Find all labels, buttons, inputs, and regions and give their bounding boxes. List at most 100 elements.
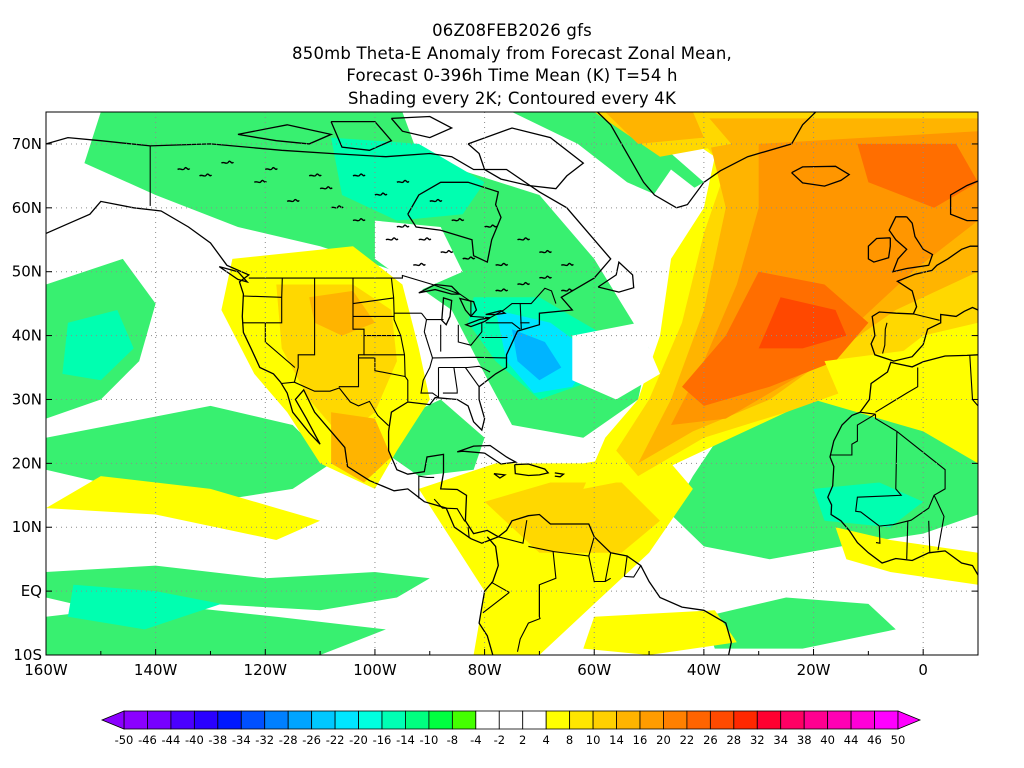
coastline bbox=[218, 265, 250, 284]
coastline bbox=[493, 472, 507, 479]
anomaly-region-cold_light bbox=[62, 310, 134, 381]
contour-fragment bbox=[539, 249, 552, 254]
colorbar-label: 44 bbox=[844, 733, 859, 747]
coastline bbox=[407, 181, 502, 264]
coastline bbox=[870, 245, 978, 362]
coastline bbox=[514, 463, 550, 477]
political-border bbox=[420, 312, 439, 398]
colorbar-label: -4 bbox=[470, 733, 481, 747]
political-border bbox=[623, 555, 628, 577]
coastline bbox=[390, 115, 454, 139]
political-border bbox=[624, 565, 642, 578]
colorbar-label: 34 bbox=[773, 733, 788, 747]
coastline bbox=[888, 216, 934, 273]
coastline bbox=[330, 120, 393, 151]
y-tick-label: 50N bbox=[12, 263, 42, 281]
colorbar-label: 14 bbox=[609, 733, 624, 747]
colorbar-left-arrow bbox=[100, 710, 125, 730]
anomaly-region-cold_light bbox=[67, 584, 222, 630]
political-border bbox=[464, 367, 480, 388]
anomaly-region-hotter bbox=[857, 143, 978, 208]
anomaly-shading bbox=[46, 112, 978, 655]
colorbar-label: -34 bbox=[232, 733, 251, 747]
contour-fragment bbox=[221, 160, 234, 164]
title-line-3: Forecast 0-396h Time Mean (K) T=54 h bbox=[346, 66, 678, 85]
colorbar-label: -32 bbox=[255, 733, 274, 747]
colorbar-box bbox=[827, 710, 852, 730]
colorbar-label: 38 bbox=[797, 733, 812, 747]
political-border bbox=[830, 413, 876, 456]
coastline bbox=[478, 536, 499, 655]
colorbar-label: 16 bbox=[633, 733, 648, 747]
colorbar-box bbox=[170, 710, 195, 730]
anomaly-region-cool bbox=[703, 597, 896, 649]
political-border bbox=[358, 357, 406, 378]
colorbar-box bbox=[311, 710, 336, 730]
colorbar-label: -20 bbox=[349, 733, 368, 747]
colorbar-box bbox=[147, 710, 172, 730]
colorbar-label: -40 bbox=[185, 733, 204, 747]
x-tick-label: 120W bbox=[244, 661, 288, 679]
political-border bbox=[855, 414, 903, 544]
contour-fragment bbox=[385, 237, 399, 241]
colorbar-label: 40 bbox=[820, 733, 835, 747]
x-tick-label: 160W bbox=[24, 661, 68, 679]
contour-fragment bbox=[177, 166, 191, 171]
contour-fragment bbox=[429, 198, 443, 203]
colorbar-label: -28 bbox=[279, 733, 298, 747]
anomaly-region-cool bbox=[46, 405, 332, 502]
political-border bbox=[243, 295, 282, 298]
contour-fragment bbox=[440, 249, 454, 254]
coastline bbox=[867, 237, 891, 263]
political-border bbox=[498, 520, 528, 544]
political-border bbox=[281, 381, 389, 427]
lake-outline bbox=[441, 297, 453, 326]
contour-fragment bbox=[319, 186, 333, 190]
y-tick-label: EQ bbox=[21, 582, 42, 600]
contour-fragment bbox=[374, 192, 388, 196]
colorbar-box bbox=[709, 710, 735, 730]
colorbar-box bbox=[663, 710, 688, 730]
political-border bbox=[442, 367, 458, 394]
contour-fragment bbox=[199, 173, 213, 177]
contour-fragment bbox=[412, 262, 426, 267]
lake-outline bbox=[464, 317, 491, 328]
colorbar-label: -44 bbox=[162, 733, 181, 747]
colorbar-box bbox=[522, 710, 547, 730]
x-tick-label: 140W bbox=[134, 661, 178, 679]
anomaly-region-warm bbox=[484, 482, 660, 553]
political-border bbox=[264, 278, 296, 368]
political-border bbox=[604, 552, 612, 582]
contour-fragment bbox=[396, 179, 410, 184]
contour-fragment bbox=[462, 256, 476, 260]
y-tick-label: 10N bbox=[12, 518, 42, 536]
political-border bbox=[485, 322, 521, 330]
political-border bbox=[248, 274, 557, 319]
contour-fragment bbox=[418, 237, 432, 241]
colorbar-label: -50 bbox=[115, 733, 134, 747]
political-border bbox=[860, 411, 876, 415]
colorbar-label: -16 bbox=[373, 733, 392, 747]
contour-fragment bbox=[495, 262, 509, 267]
y-tick-label: 40N bbox=[12, 327, 42, 345]
colorbar-label: -8 bbox=[447, 733, 458, 747]
title-line-1: 06Z08FEB2026 gfs bbox=[432, 21, 592, 40]
y-tick-label: 30N bbox=[12, 390, 42, 408]
lake-outline bbox=[458, 297, 478, 318]
colorbar-box bbox=[334, 710, 359, 730]
lake-outline bbox=[485, 310, 507, 316]
colorbar-box bbox=[240, 710, 266, 730]
colorbar-label: -14 bbox=[396, 733, 415, 747]
colorbar-label: -22 bbox=[326, 733, 345, 747]
colorbar-label: 10 bbox=[586, 733, 601, 747]
political-border bbox=[913, 313, 940, 321]
anomaly-region-cold_light bbox=[813, 482, 924, 528]
political-border bbox=[467, 527, 470, 539]
political-border bbox=[933, 495, 945, 551]
contour-fragment bbox=[517, 237, 531, 241]
colorbar-box bbox=[874, 710, 899, 730]
colorbar-label: 50 bbox=[891, 733, 906, 747]
colorbar-label: -46 bbox=[138, 733, 157, 747]
political-border bbox=[882, 322, 888, 354]
